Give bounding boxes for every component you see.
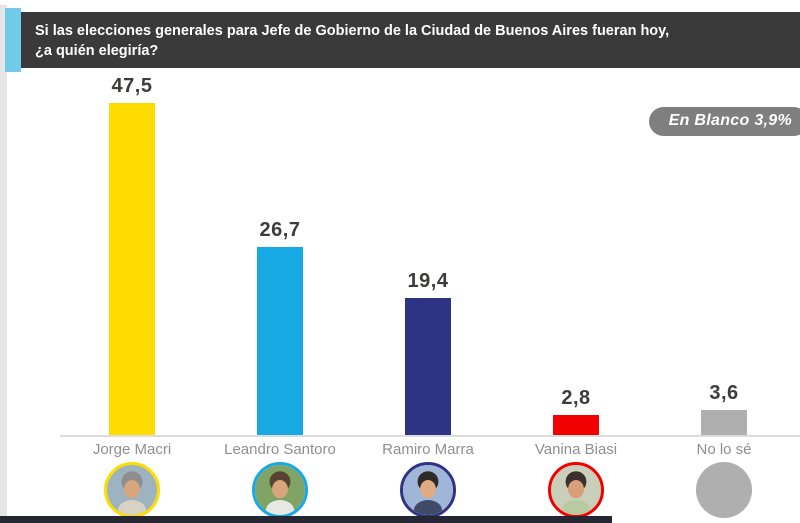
question-title-line2: ¿a quién elegiría? — [35, 43, 159, 59]
person-photo-icon — [107, 465, 157, 515]
candidate-name-label-jorge-macri: Jorge Macri — [92, 441, 172, 458]
bottom-dark-bar — [0, 516, 612, 523]
bar-leandro-santoro — [257, 247, 303, 435]
candidate-name-label-vanina-biasi: Vanina Biasi — [534, 441, 618, 458]
bar-ramiro-marra — [405, 298, 451, 435]
avatar-ramiro-marra — [400, 462, 456, 518]
bar-value-label-leandro-santoro: 26,7 — [259, 219, 301, 241]
bar-value-label-no-lo-se: 3,6 — [709, 382, 739, 404]
bar-jorge-macri — [109, 103, 155, 435]
en-blanco-label: En Blanco 3,9% — [668, 112, 792, 129]
bar-value-label-vanina-biasi: 2,8 — [561, 387, 591, 409]
bar-chart: 47,5 Jorge Macri 26,7 Leandro Santoro 19,4 Ra… — [58, 75, 798, 523]
chart-column-leandro-santoro: 26,7 Leandro Santoro — [206, 75, 354, 523]
bar-stack-leandro-santoro: 26,7 — [257, 75, 303, 435]
question-title-box: Si las elecciones generales para Jefe de… — [21, 12, 800, 68]
bar-stack-jorge-macri: 47,5 — [109, 75, 155, 435]
bar-stack-no-lo-se: 3,6 — [701, 75, 747, 435]
question-title-line1: Si las elecciones generales para Jefe de… — [35, 23, 670, 39]
candidate-name-label-leandro-santoro: Leandro Santoro — [224, 441, 336, 458]
bar-vanina-biasi — [553, 415, 599, 435]
chart-column-vanina-biasi: 2,8 Vanina Biasi — [502, 75, 650, 523]
chart-column-jorge-macri: 47,5 Jorge Macri — [58, 75, 206, 523]
en-blanco-badge: En Blanco 3,9% — [648, 107, 800, 136]
avatar-no-lo-se — [696, 462, 752, 518]
chart-column-ramiro-marra: 19,4 Ramiro Marra — [354, 75, 502, 523]
avatar-jorge-macri — [104, 462, 160, 518]
person-photo-icon — [255, 465, 305, 515]
header-accent-bar — [5, 8, 21, 72]
bar-stack-ramiro-marra: 19,4 — [405, 75, 451, 435]
bar-value-label-ramiro-marra: 19,4 — [407, 270, 449, 292]
candidate-name-label-no-lo-se: No lo sé — [696, 441, 752, 458]
left-edge-strip — [0, 5, 7, 523]
bar-stack-vanina-biasi: 2,8 — [553, 75, 599, 435]
avatar-vanina-biasi — [548, 462, 604, 518]
chart-column-no-lo-se: 3,6 No lo sé — [650, 75, 798, 523]
candidate-name-label-ramiro-marra: Ramiro Marra — [382, 441, 474, 458]
avatar-leandro-santoro — [252, 462, 308, 518]
bar-value-label-jorge-macri: 47,5 — [111, 75, 153, 97]
person-photo-icon — [551, 465, 601, 515]
person-photo-icon — [403, 465, 453, 515]
bar-no-lo-se — [701, 410, 747, 435]
axis-baseline — [60, 435, 800, 437]
